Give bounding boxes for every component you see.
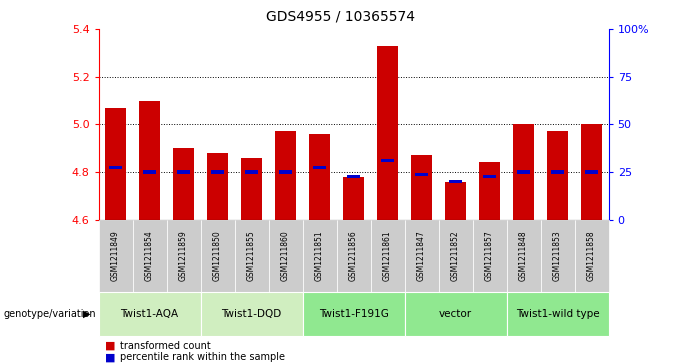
Text: transformed count: transformed count [120,340,211,351]
Text: GSM1211847: GSM1211847 [417,231,426,281]
Bar [275,131,296,220]
Bar [279,170,292,174]
Bar [411,155,432,220]
Text: ▶: ▶ [82,309,90,319]
Text: GSM1211861: GSM1211861 [383,231,392,281]
Text: GSM1211849: GSM1211849 [111,231,120,281]
Text: GSM1211859: GSM1211859 [179,231,188,281]
Text: GSM1211858: GSM1211858 [587,231,596,281]
Bar [343,177,364,220]
Text: GSM1211857: GSM1211857 [485,231,494,281]
Text: GSM1211856: GSM1211856 [349,231,358,281]
Bar [309,134,330,220]
Bar [143,170,156,174]
Text: GSM1211851: GSM1211851 [315,231,324,281]
Text: GSM1211854: GSM1211854 [145,231,154,281]
Bar [415,173,428,176]
Bar [445,182,466,220]
Bar [105,108,126,220]
Bar [377,46,398,220]
Text: GSM1211850: GSM1211850 [213,231,222,281]
Text: GSM1211852: GSM1211852 [451,231,460,281]
Text: GSM1211860: GSM1211860 [281,231,290,281]
Text: GSM1211853: GSM1211853 [553,231,562,281]
Bar [241,158,262,220]
Bar [245,170,258,174]
Text: vector: vector [439,309,472,319]
Bar [547,131,568,220]
Text: Twist1-F191G: Twist1-F191G [319,309,388,319]
Bar [581,125,602,220]
Text: ■: ■ [105,352,116,362]
Bar [513,125,534,220]
Bar [313,166,326,169]
Bar [585,170,598,174]
Text: Twist1-AQA: Twist1-AQA [120,309,179,319]
Text: Twist1-DQD: Twist1-DQD [222,309,282,319]
Bar [517,170,530,174]
Bar [211,170,224,174]
Bar [139,101,160,220]
Text: percentile rank within the sample: percentile rank within the sample [120,352,286,362]
Text: genotype/variation: genotype/variation [3,309,96,319]
Text: GSM1211848: GSM1211848 [519,231,528,281]
Bar [551,170,564,174]
Bar [479,163,500,220]
Text: GDS4955 / 10365574: GDS4955 / 10365574 [265,9,415,23]
Bar [173,148,194,220]
Bar [207,153,228,220]
Text: ■: ■ [105,340,116,351]
Bar [347,175,360,178]
Text: Twist1-wild type: Twist1-wild type [516,309,599,319]
Bar [381,159,394,162]
Bar [449,180,462,183]
Bar [483,175,496,178]
Text: GSM1211855: GSM1211855 [247,231,256,281]
Bar [177,170,190,174]
Bar [109,166,122,169]
